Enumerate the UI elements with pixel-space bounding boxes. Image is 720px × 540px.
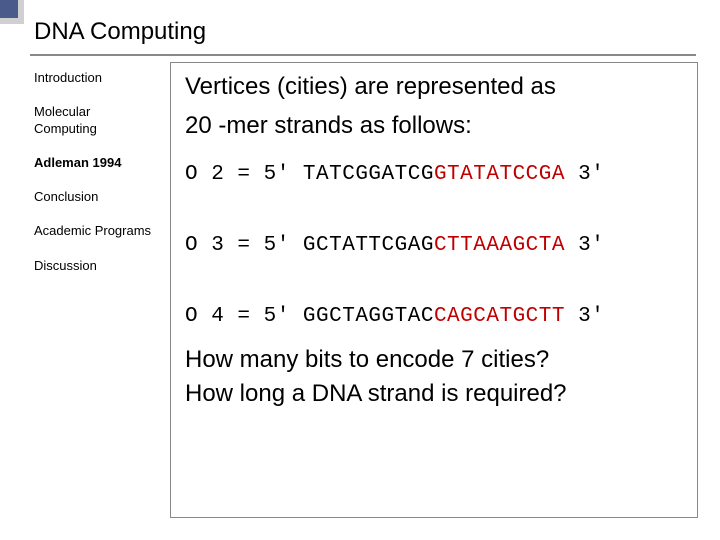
sequence-suffix: 3' [565, 234, 604, 257]
sidebar-item-adleman-1994: Adleman 1994 [34, 155, 154, 171]
sequence-row-o2: O 2 = 5' TATCGGATCGGTATATCCGA 3' [185, 163, 683, 186]
sequence-segment-black: GCTATTCGAG [303, 234, 434, 257]
sequence-prefix: O 2 = 5' [185, 163, 303, 186]
question-line-1: How many bits to encode 7 cities? [185, 344, 683, 375]
corner-accent [0, 0, 24, 24]
sidebar-item-conclusion: Conclusion [34, 189, 154, 205]
content-panel: Vertices (cities) are represented as 20 … [170, 62, 698, 518]
sidebar: Introduction Molecular Computing Adleman… [34, 70, 154, 292]
sidebar-item-academic-programs: Academic Programs [34, 223, 154, 239]
sequence-segment-black: TATCGGATCG [303, 163, 434, 186]
sequence-row-o4: O 4 = 5' GGCTAGGTACCAGCATGCTT 3' [185, 305, 683, 328]
sidebar-item-introduction: Introduction [34, 70, 154, 86]
sequence-segment-red: GTATATCCGA [434, 163, 565, 186]
sequence-segment-red: CAGCATGCTT [434, 305, 565, 328]
sequence-row-o3: O 3 = 5' GCTATTCGAGCTTAAAGCTA 3' [185, 234, 683, 257]
sidebar-item-molecular-computing: Molecular Computing [34, 104, 154, 137]
sequence-prefix: O 3 = 5' [185, 234, 303, 257]
title-underline [30, 54, 696, 56]
slide-title: DNA Computing [34, 18, 206, 46]
sequence-suffix: 3' [565, 305, 604, 328]
question-line-2: How long a DNA strand is required? [185, 378, 683, 409]
sequence-segment-black: GGCTAGGTAC [303, 305, 434, 328]
intro-line-2: 20 -mer strands as follows: [185, 110, 683, 141]
sequence-segment-red: CTTAAAGCTA [434, 234, 565, 257]
sequence-suffix: 3' [565, 163, 604, 186]
intro-line-1: Vertices (cities) are represented as [185, 71, 683, 102]
sidebar-item-discussion: Discussion [34, 258, 154, 274]
sequence-prefix: O 4 = 5' [185, 305, 303, 328]
